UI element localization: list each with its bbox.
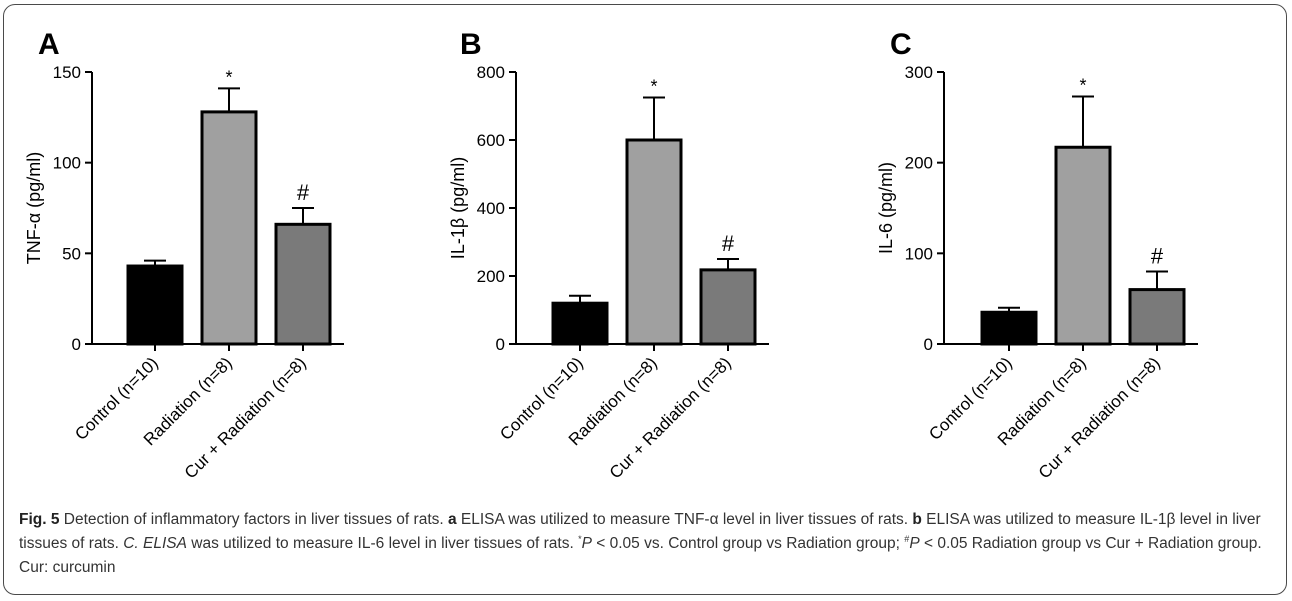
x-tick-label: Cur + Radiation (n=8) (1035, 353, 1164, 482)
caption-c-label: C. ELISA (123, 535, 187, 552)
significance-marker: * (225, 67, 232, 87)
bar (274, 222, 332, 346)
y-tick-label: 0 (72, 335, 81, 354)
y-tick-label: 400 (477, 199, 505, 218)
caption-a-label: a (447, 511, 457, 528)
caption-a-text: ELISA was utilized to measure TNF-α leve… (456, 511, 913, 528)
y-tick-label: 150 (53, 63, 81, 82)
y-tick-label: 100 (53, 154, 81, 173)
bar (625, 138, 683, 346)
y-tick-label: 600 (477, 131, 505, 150)
bar (126, 264, 184, 346)
caption-sig1-marker: * (578, 534, 582, 544)
y-tick-label: 50 (62, 244, 81, 263)
x-tick-label: Cur + Radiation (n=8) (606, 353, 735, 482)
y-tick-label: 100 (905, 244, 933, 263)
y-tick-label: 0 (924, 335, 933, 354)
significance-marker: # (297, 180, 310, 205)
caption-sig1-text: < 0.05 vs. Control group vs Radiation gr… (591, 535, 905, 552)
caption-sig2-p: P (909, 535, 920, 552)
y-axis-label: IL-6 (pg/ml) (876, 162, 896, 254)
y-tick-label: 300 (905, 63, 933, 82)
bar (699, 268, 757, 346)
bar (1128, 288, 1186, 346)
significance-marker: # (722, 231, 735, 256)
caption-title: Detection of inflammatory factors in liv… (59, 511, 448, 528)
panel-letter: B (460, 28, 482, 61)
caption-sig2-text: < 0.05 Radiation group vs Cur + Radiatio… (19, 535, 1262, 576)
bar (980, 310, 1038, 346)
y-tick-label: 800 (477, 63, 505, 82)
caption-fig-label: Fig. 5 (19, 511, 60, 528)
caption-c-text: was utilized to measure IL-6 level in li… (186, 535, 579, 552)
panel-letter: A (38, 28, 60, 61)
figure-caption: Fig. 5 Detection of inflammatory factors… (19, 508, 1274, 580)
x-tick-label: Cur + Radiation (n=8) (181, 353, 310, 482)
significance-marker: * (1079, 75, 1086, 95)
y-tick-label: 0 (496, 335, 505, 354)
panel-letter: C (890, 28, 912, 61)
y-axis-label: TNF-α (pg/ml) (24, 152, 44, 264)
caption-sig2-marker: # (904, 534, 910, 544)
significance-marker: * (650, 77, 657, 97)
bar (200, 110, 258, 346)
bar (1054, 145, 1112, 346)
bar (551, 301, 609, 346)
caption-b-text: ELISA was utilized to measure IL-1β leve… (19, 511, 1261, 552)
y-axis-label: IL-1β (pg/ml) (448, 157, 468, 259)
y-tick-label: 200 (905, 154, 933, 173)
y-tick-label: 200 (477, 267, 505, 286)
significance-marker: # (1151, 243, 1164, 268)
caption-sig1-p: P (581, 535, 592, 552)
caption-b-label: b (912, 511, 922, 528)
